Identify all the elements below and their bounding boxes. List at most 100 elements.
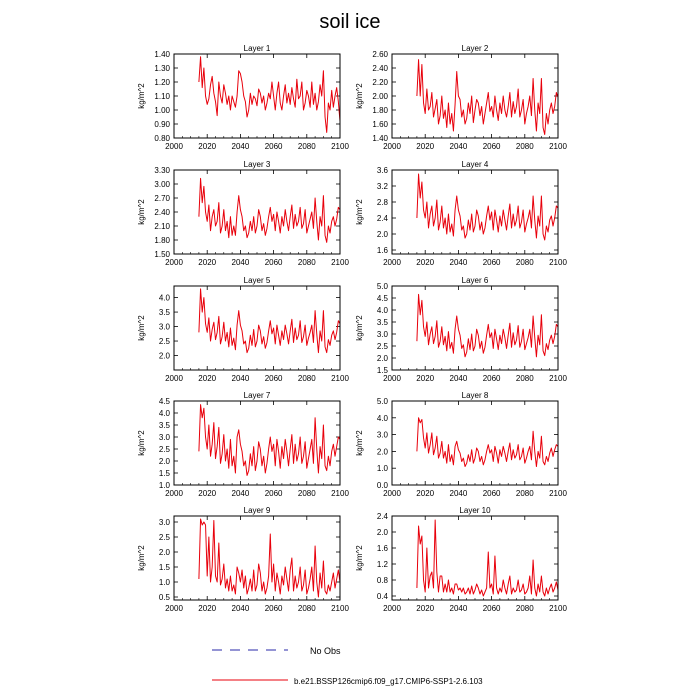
layer-2-xtick-label: 2000 (383, 142, 401, 151)
layer-3-ylabel: kg/m^2 (137, 199, 146, 225)
layer-1-xtick-label: 2040 (232, 142, 250, 151)
layer-5-xtick-label: 2040 (232, 374, 250, 383)
layer-7-xtick-label: 2000 (165, 489, 183, 498)
layer-1-ytick-label: 1.40 (154, 50, 170, 59)
layer-9-xtick-label: 2100 (331, 604, 349, 613)
layer-6-panel: Layer 6 2000 2020 2040 2060 2080 2100 1.5 2.0 2.5… (355, 276, 567, 383)
layer-8-ytick-label: 0.0 (377, 481, 389, 490)
layer-9-panel: Layer 9 2000 2020 2040 2060 2080 2100 0.5 1.0 1.5… (137, 506, 349, 613)
layer-4-series-line (416, 173, 559, 241)
layer-10-ytick-label: 0.4 (377, 592, 389, 601)
layer-4-xtick-label: 2040 (450, 258, 468, 267)
layer-2-xtick-label: 2100 (549, 142, 567, 151)
layer-3-xtick-label: 2080 (298, 258, 316, 267)
layer-3-xtick-label: 2060 (265, 258, 283, 267)
layer-2-xtick-label: 2020 (416, 142, 434, 151)
layer-1-series-line (198, 56, 341, 133)
layer-8-xtick-label: 2000 (383, 489, 401, 498)
figure-title: soil ice (319, 11, 380, 33)
layer-7-ylabel: kg/m^2 (137, 430, 146, 456)
layer-5-panel: Layer 5 2000 2020 2040 2060 2080 2100 2.0 2.5 3.0… (137, 276, 349, 383)
layer-9-ytick-label: 0.5 (159, 593, 171, 602)
layer-8-ytick-label: 4.0 (377, 414, 389, 423)
layer-10-xtick-label: 2020 (416, 604, 434, 613)
layer-1-title: Layer 1 (244, 44, 271, 53)
layer-1-ytick-label: 1.00 (154, 106, 170, 115)
layer-2-plot-frame (391, 53, 559, 139)
layer-3-ytick-label: 3.30 (154, 166, 170, 175)
layer-6-ytick-label: 1.5 (377, 366, 389, 375)
layer-6-ylabel: kg/m^2 (355, 315, 364, 341)
layer-2-panel: Layer 2 2000 2020 2040 2060 2080 2100 1.40 1.60 1… (355, 44, 567, 151)
layer-10-ytick-label: 1.2 (377, 560, 389, 569)
layer-7-ytick-label: 4.5 (159, 397, 171, 406)
layer-4-xtick-label: 2000 (383, 258, 401, 267)
layer-4-ytick-label: 1.6 (377, 246, 389, 255)
layer-2-ytick-label: 2.60 (372, 50, 388, 59)
layer-4-panel: Layer 4 2000 2020 2040 2060 2080 2100 1.6 2.0 2.4… (355, 160, 567, 267)
layer-3-series-line (198, 177, 341, 243)
layer-9-ytick-label: 1.5 (159, 563, 171, 572)
layer-7-title: Layer 7 (244, 391, 271, 400)
layer-2-series-line (416, 59, 559, 135)
layer-9-xtick-label: 2080 (298, 604, 316, 613)
layer-4-ytick-label: 2.8 (377, 198, 389, 207)
layer-6-xtick-label: 2080 (516, 374, 534, 383)
layer-8-ytick-label: 2.0 (377, 447, 389, 456)
layer-5-ytick-label: 3.5 (159, 308, 171, 317)
layer-1-ytick-label: 0.80 (154, 134, 170, 143)
layer-2-ytick-label: 2.00 (372, 92, 388, 101)
layer-2-ytick-label: 1.80 (372, 106, 388, 115)
layer-6-ytick-label: 2.0 (377, 354, 389, 363)
layer-7-plot-frame (173, 400, 341, 486)
layer-5-ytick-label: 2.0 (159, 352, 171, 361)
layer-9-ytick-label: 1.0 (159, 578, 171, 587)
layer-9-ylabel: kg/m^2 (137, 545, 146, 571)
layer-10-ylabel: kg/m^2 (355, 545, 364, 571)
layer-1-xtick-label: 2080 (298, 142, 316, 151)
layer-7-ytick-label: 2.5 (159, 445, 171, 454)
layer-2-ytick-label: 2.40 (372, 64, 388, 73)
layer-7-ytick-label: 4.0 (159, 409, 171, 418)
layer-7-panel: Layer 7 2000 2020 2040 2060 2080 2100 1.0 1.5 2.0… (137, 391, 349, 498)
layer-4-xtick-label: 2020 (416, 258, 434, 267)
layer-10-xtick-label: 2040 (450, 604, 468, 613)
layer-7-ytick-label: 3.5 (159, 421, 171, 430)
layer-4-ytick-label: 3.2 (377, 182, 389, 191)
layer-10-plot-frame (391, 515, 559, 601)
layer-4-plot-frame (391, 169, 559, 255)
layer-1-ytick-label: 1.10 (154, 92, 170, 101)
layer-9-xtick-label: 2060 (265, 604, 283, 613)
layer-7-xtick-label: 2040 (232, 489, 250, 498)
layer-3-plot-frame (173, 169, 341, 255)
layer-2-xtick-label: 2080 (516, 142, 534, 151)
layer-7-xtick-label: 2080 (298, 489, 316, 498)
layer-7-series-line (198, 404, 341, 476)
layer-5-ytick-label: 4.0 (159, 294, 171, 303)
layer-10-series-line (416, 519, 559, 597)
layer-6-ytick-label: 4.5 (377, 294, 389, 303)
layer-5-xtick-label: 2100 (331, 374, 349, 383)
layer-2-ytick-label: 2.20 (372, 78, 388, 87)
legend-model-label: b.e21.BSSP126cmip6.f09_g17.CMIP6-SSP1-2.… (294, 677, 483, 686)
layer-10-ytick-label: 2.0 (377, 528, 389, 537)
layer-5-ylabel: kg/m^2 (137, 315, 146, 341)
layer-3-xtick-label: 2020 (198, 258, 216, 267)
layer-5-xtick-label: 2000 (165, 374, 183, 383)
layer-8-xtick-label: 2080 (516, 489, 534, 498)
layer-3-xtick-label: 2040 (232, 258, 250, 267)
layer-1-xtick-label: 2060 (265, 142, 283, 151)
layer-9-ytick-label: 2.0 (159, 548, 171, 557)
layer-3-ytick-label: 1.80 (154, 236, 170, 245)
layer-1-ytick-label: 0.90 (154, 120, 170, 129)
layer-6-xtick-label: 2040 (450, 374, 468, 383)
layer-8-series-line (416, 417, 559, 468)
layer-9-title: Layer 9 (244, 506, 271, 515)
layer-10-panel: Layer 10 2000 2020 2040 2060 2080 2100 0.4 0.8 1.… (355, 506, 567, 613)
layer-8-title: Layer 8 (462, 391, 489, 400)
layer-1-plot-frame (173, 53, 341, 139)
layer-2-ytick-label: 1.60 (372, 120, 388, 129)
layer-1-ytick-label: 1.30 (154, 64, 170, 73)
layer-10-xtick-label: 2100 (549, 604, 567, 613)
